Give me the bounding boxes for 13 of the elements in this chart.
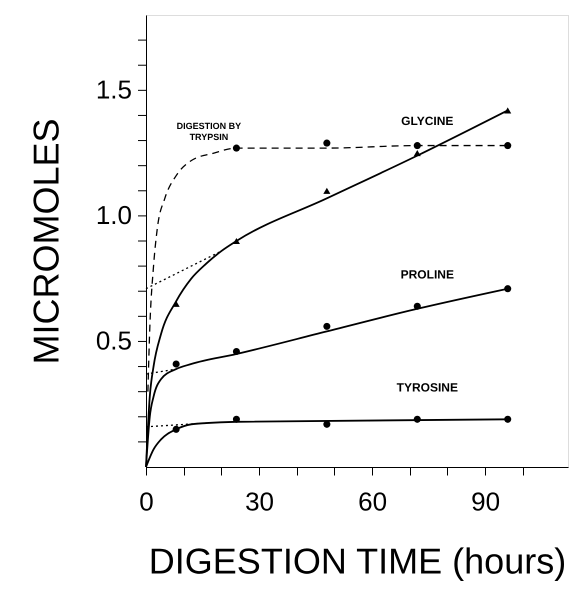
y-axis-title: MICROMOLES bbox=[26, 118, 66, 365]
x-tick-label: 60 bbox=[358, 486, 388, 516]
y-tick-label: 1.0 bbox=[96, 200, 132, 230]
y-tick-label: 1.5 bbox=[96, 74, 132, 104]
x-tick-label: 90 bbox=[471, 486, 500, 516]
y-tick-label: 0.5 bbox=[96, 325, 132, 356]
text: TYROSINE bbox=[396, 380, 458, 394]
annotation: DIGESTION BY TRYPSIN bbox=[176, 121, 242, 142]
x-tick-label: 0 bbox=[139, 486, 154, 516]
x-tick-label: 30 bbox=[245, 486, 274, 516]
text: GLYCINE bbox=[401, 114, 454, 128]
text: PROLINE bbox=[400, 267, 454, 282]
x-axis-title: DIGESTION TIME (hours) bbox=[148, 540, 566, 582]
